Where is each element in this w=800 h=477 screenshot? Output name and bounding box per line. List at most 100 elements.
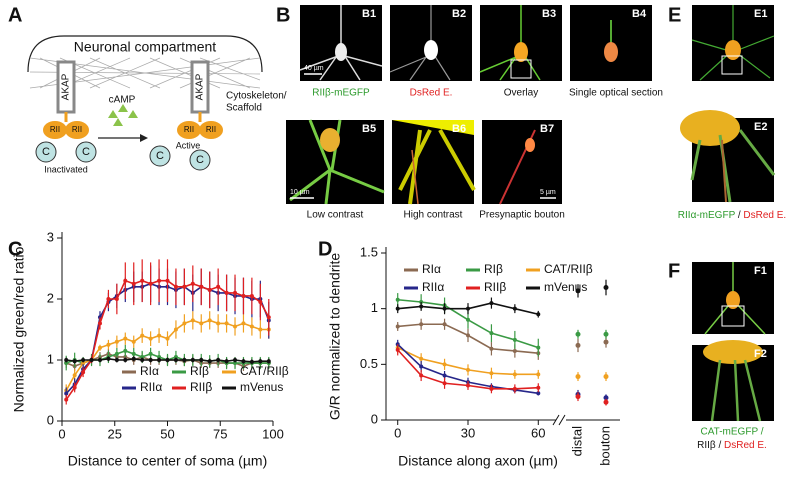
- micrograph: E2: [680, 110, 776, 203]
- data-point: [131, 351, 136, 356]
- x-tick-label: 25: [108, 426, 122, 441]
- data-point: [603, 331, 609, 337]
- y-axis-label: Normalized green/red ratio: [11, 246, 27, 412]
- data-point: [512, 306, 517, 311]
- caption-part: /: [735, 210, 743, 221]
- data-point: [419, 364, 424, 369]
- panel-label: E: [668, 4, 681, 26]
- data-point: [575, 331, 581, 337]
- panel-label: F: [668, 260, 680, 282]
- data-point: [489, 371, 494, 376]
- micrograph: F1: [692, 262, 774, 335]
- y-tick-label: 3: [47, 229, 54, 244]
- data-point: [182, 358, 187, 362]
- image-label: B4: [632, 8, 647, 20]
- data-point: [182, 321, 187, 326]
- image-label: B3: [542, 8, 556, 20]
- data-point: [575, 342, 581, 348]
- data-point: [395, 306, 400, 311]
- legend-label: mVenus: [240, 380, 283, 394]
- y-axis-label: G/R normalized to dendrite: [327, 253, 343, 421]
- data-point: [466, 333, 470, 338]
- data-point: [603, 374, 609, 380]
- data-point: [131, 356, 136, 361]
- legend-label: CAT/RIIβ: [544, 262, 593, 276]
- image-label: B2: [452, 8, 466, 20]
- data-point: [140, 358, 145, 362]
- data-point: [395, 324, 400, 329]
- compartment: [27, 35, 263, 73]
- micrograph: B3: [479, 5, 562, 81]
- data-point: [512, 348, 517, 353]
- data-point: [575, 394, 581, 400]
- data-point: [536, 391, 541, 396]
- panel-label: D: [318, 238, 332, 260]
- data-point: [536, 345, 541, 350]
- data-point: [489, 386, 494, 391]
- data-point: [536, 385, 541, 390]
- micrograph: B7 5 µm: [482, 120, 562, 205]
- group-label: distal: [569, 426, 584, 456]
- image-label: B6: [452, 123, 466, 135]
- data-point: [157, 278, 162, 283]
- micrograph: B1 40 µm: [299, 5, 383, 81]
- data-point: [165, 336, 170, 341]
- data-point: [140, 278, 145, 283]
- data-point: [258, 327, 263, 332]
- caption-part: CAT-mEGFP /: [701, 427, 764, 438]
- data-point: [512, 386, 517, 391]
- data-point: [173, 327, 178, 332]
- data-point: [199, 284, 204, 289]
- data-point: [123, 278, 128, 283]
- data-point: [233, 290, 238, 295]
- data-point: [140, 354, 145, 359]
- data-point: [395, 347, 400, 352]
- rii-label: RII: [72, 125, 82, 134]
- data-point: [131, 339, 136, 344]
- data-point: [106, 297, 111, 301]
- data-point: [419, 356, 424, 361]
- data-point: [89, 358, 94, 362]
- y-tick-label: 0.5: [360, 356, 378, 371]
- data-point: [64, 361, 69, 366]
- y-tick-label: 0: [371, 411, 378, 426]
- data-point: [157, 354, 162, 359]
- data-point: [114, 297, 119, 301]
- data-point: [64, 391, 69, 396]
- image-caption: High contrast: [404, 210, 463, 221]
- c-label: C: [196, 154, 204, 166]
- data-point: [148, 336, 153, 341]
- data-point: [157, 358, 162, 362]
- data-point: [419, 304, 424, 309]
- y-tick-label: 1.5: [360, 244, 378, 259]
- data-point: [114, 358, 119, 362]
- data-point: [97, 345, 102, 350]
- data-point: [466, 367, 470, 372]
- data-point: [173, 354, 178, 359]
- data-point: [182, 284, 187, 289]
- data-point: [165, 358, 170, 362]
- data-point: [603, 339, 609, 345]
- axis-break: [552, 414, 566, 426]
- data-point: [241, 359, 246, 364]
- data-point: [266, 315, 271, 320]
- caption-part: DsRed E.: [743, 210, 786, 221]
- data-point: [489, 301, 494, 306]
- data-point: [207, 318, 212, 323]
- y-tick-label: 2: [47, 290, 54, 305]
- camp-icons: [108, 104, 138, 126]
- data-point: [249, 293, 254, 298]
- group-label: bouton: [597, 426, 612, 466]
- data-point: [123, 336, 128, 341]
- data-point: [64, 397, 69, 402]
- data-point: [233, 324, 238, 329]
- y-tick-label: 0: [47, 412, 54, 427]
- data-point: [249, 324, 254, 329]
- data-point: [466, 317, 470, 322]
- panel-label: A: [8, 4, 22, 26]
- data-point: [395, 297, 400, 302]
- data-point: [199, 321, 204, 326]
- panel-label: B: [276, 4, 290, 26]
- data-point: [603, 399, 609, 405]
